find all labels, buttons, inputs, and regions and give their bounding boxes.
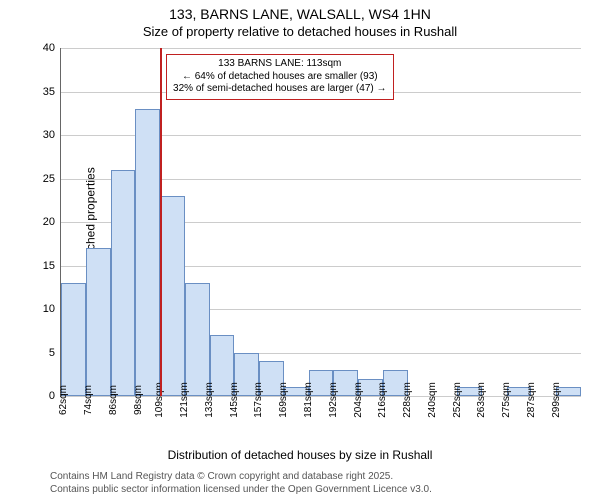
x-tick-label: 228sqm xyxy=(402,382,413,418)
y-tick-label: 20 xyxy=(43,216,55,228)
y-tick-label: 10 xyxy=(43,303,55,315)
y-tick-label: 15 xyxy=(43,260,55,272)
y-tick-label: 30 xyxy=(43,129,55,141)
histogram-bar xyxy=(61,283,86,396)
x-tick-label: 299sqm xyxy=(551,382,562,418)
x-tick-label: 263sqm xyxy=(477,382,488,418)
histogram-bar xyxy=(111,170,136,396)
histogram-bar xyxy=(135,109,160,396)
x-tick-label: 86sqm xyxy=(108,385,119,415)
x-tick-label: 275sqm xyxy=(501,382,512,418)
footer-line: Contains public sector information licen… xyxy=(50,484,432,497)
x-tick-label: 74sqm xyxy=(83,385,94,415)
x-tick-label: 181sqm xyxy=(303,382,314,418)
plot-area: 051015202530354062sqm74sqm86sqm98sqm109s… xyxy=(60,48,581,397)
gridline xyxy=(61,48,581,49)
x-axis-label: Distribution of detached houses by size … xyxy=(0,448,600,462)
y-tick-label: 35 xyxy=(43,86,55,98)
x-tick-label: 133sqm xyxy=(204,382,215,418)
histogram-bar xyxy=(160,196,185,396)
x-tick-label: 252sqm xyxy=(452,382,463,418)
footer-text: Contains HM Land Registry data © Crown c… xyxy=(50,471,432,496)
x-tick-label: 157sqm xyxy=(254,382,265,418)
y-tick-label: 0 xyxy=(49,390,55,402)
y-tick-label: 25 xyxy=(43,173,55,185)
subject-marker-line xyxy=(160,48,162,396)
chart-subtitle: Size of property relative to detached ho… xyxy=(0,24,600,39)
x-tick-label: 169sqm xyxy=(278,382,289,418)
marker-callout: 133 BARNS LANE: 113sqm← 64% of detached … xyxy=(166,54,393,100)
x-tick-label: 62sqm xyxy=(58,385,69,415)
callout-line: ← 64% of detached houses are smaller (93… xyxy=(173,71,386,84)
chart-container: 133, BARNS LANE, WALSALL, WS4 1HN Size o… xyxy=(0,0,600,500)
x-tick-label: 192sqm xyxy=(328,382,339,418)
callout-line: 32% of semi-detached houses are larger (… xyxy=(173,83,386,96)
x-tick-label: 145sqm xyxy=(229,382,240,418)
histogram-bar xyxy=(86,248,111,396)
x-tick-label: 98sqm xyxy=(133,385,144,415)
footer-line: Contains HM Land Registry data © Crown c… xyxy=(50,471,432,484)
x-tick-label: 287sqm xyxy=(526,382,537,418)
x-tick-label: 121sqm xyxy=(179,382,190,418)
x-tick-label: 216sqm xyxy=(377,382,388,418)
chart-title: 133, BARNS LANE, WALSALL, WS4 1HN xyxy=(0,6,600,22)
x-tick-label: 240sqm xyxy=(427,382,438,418)
callout-line: 133 BARNS LANE: 113sqm xyxy=(173,58,386,71)
x-tick-label: 204sqm xyxy=(353,382,364,418)
y-tick-label: 5 xyxy=(49,347,55,359)
y-tick-label: 40 xyxy=(43,42,55,54)
histogram-bar xyxy=(185,283,210,396)
